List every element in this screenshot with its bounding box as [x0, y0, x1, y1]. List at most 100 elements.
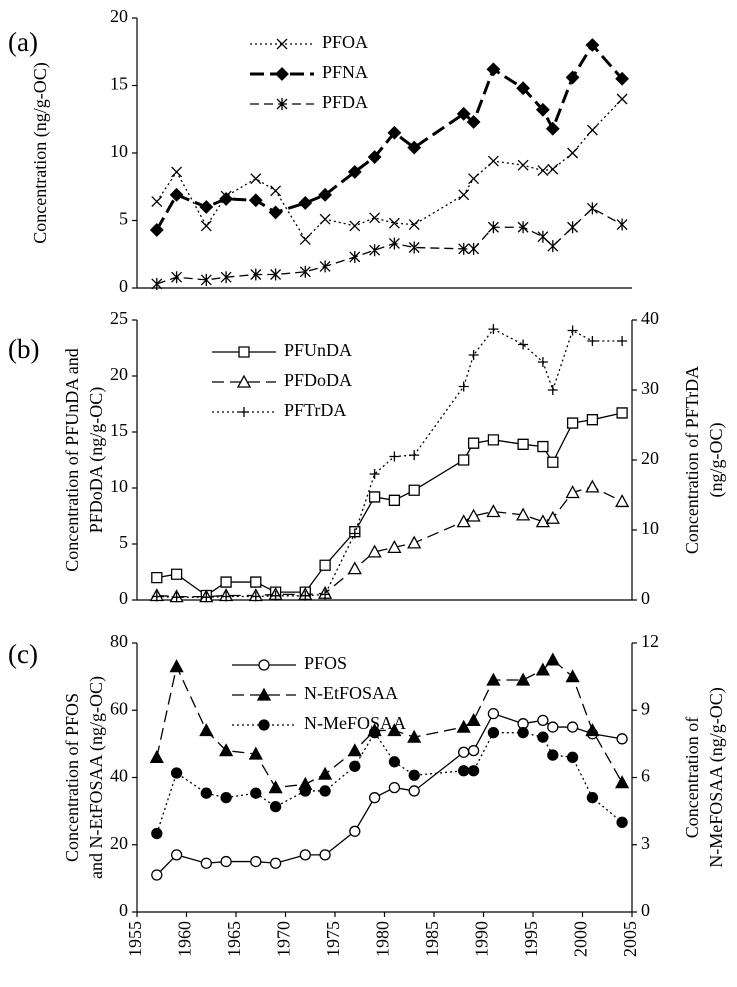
marker: [270, 268, 282, 281]
marker: [486, 672, 501, 686]
y-tick-label: 10: [110, 141, 128, 161]
marker: [458, 381, 469, 392]
marker: [537, 357, 548, 367]
panel-label: (a): [8, 27, 38, 57]
marker: [221, 591, 232, 602]
y-tick-label: 0: [119, 276, 128, 296]
legend-label: PFOS: [304, 653, 347, 673]
marker: [368, 792, 381, 804]
y2-tick-label: 6: [641, 766, 650, 786]
marker: [368, 727, 381, 739]
x-tick-label: 1965: [224, 921, 244, 957]
marker: [585, 479, 600, 493]
x-tick-label: 2000: [571, 921, 591, 957]
y-axis-label: Concentration (ng/g-OC): [30, 62, 51, 243]
legend-marker: [258, 659, 270, 671]
marker: [467, 765, 480, 777]
marker: [566, 721, 579, 733]
y2-axis-label: N-MeFOSAA (ng/g-OC): [706, 687, 727, 868]
marker: [407, 535, 422, 549]
marker: [518, 339, 529, 350]
y-tick-label: 0: [119, 900, 128, 920]
y2-tick-label: 20: [641, 448, 659, 468]
marker: [169, 187, 184, 202]
marker: [319, 260, 331, 273]
marker: [169, 659, 184, 673]
marker: [387, 723, 402, 737]
marker: [319, 785, 331, 797]
marker: [250, 787, 262, 799]
y2-axis-label: (ng/g-OC): [706, 423, 727, 498]
marker: [369, 469, 380, 479]
x-tick-label: 1975: [323, 921, 343, 957]
legend-marker: [238, 346, 250, 358]
marker: [270, 185, 282, 197]
marker: [299, 233, 311, 245]
x-tick-label: 1960: [175, 921, 195, 957]
x-tick-label: 1995: [521, 921, 541, 957]
marker: [586, 414, 599, 426]
marker: [200, 787, 212, 799]
y-axis-label: and N-EtFOSAA (ng/g-OC): [86, 676, 107, 879]
marker: [407, 729, 422, 743]
marker: [486, 504, 501, 518]
marker: [171, 592, 182, 603]
marker: [318, 766, 333, 780]
y-tick-label: 5: [119, 532, 128, 552]
legend-marker: [256, 687, 272, 701]
marker: [408, 484, 420, 496]
marker: [458, 242, 470, 255]
y-tick-label: 0: [119, 588, 128, 608]
marker: [250, 576, 262, 588]
marker: [408, 785, 420, 797]
marker: [199, 723, 214, 737]
marker: [250, 268, 262, 281]
marker: [486, 62, 501, 77]
marker: [170, 568, 183, 580]
marker: [537, 440, 549, 453]
x-tick-label: 1970: [274, 921, 294, 957]
marker: [299, 265, 311, 278]
y-tick-label: 60: [110, 698, 128, 718]
marker: [616, 218, 628, 231]
y-tick-label: 10: [110, 476, 128, 496]
marker: [547, 163, 559, 175]
marker: [547, 385, 558, 395]
marker: [615, 71, 630, 86]
marker: [567, 147, 579, 159]
y-tick-label: 15: [110, 420, 128, 440]
marker: [535, 514, 550, 528]
marker: [616, 407, 628, 419]
marker: [349, 220, 361, 232]
marker: [458, 189, 470, 201]
marker: [615, 494, 630, 508]
y2-tick-label: 9: [641, 698, 650, 718]
marker: [220, 576, 232, 588]
marker: [299, 785, 311, 797]
marker: [347, 561, 362, 575]
marker: [466, 508, 481, 522]
legend-marker: [275, 67, 289, 81]
marker: [349, 528, 360, 539]
marker: [200, 220, 212, 232]
marker: [468, 350, 479, 360]
panel-label: (c): [8, 639, 38, 669]
marker: [320, 589, 331, 600]
y-axis-label: PFDoDA (ng/g-OC): [86, 387, 107, 534]
marker: [151, 591, 162, 602]
legend-marker: [236, 374, 252, 388]
marker: [517, 438, 529, 450]
y-axis-label: Concentration of PFOS: [62, 693, 82, 862]
y-tick-label: 20: [110, 833, 128, 853]
marker: [248, 193, 263, 208]
marker: [149, 223, 164, 237]
y-tick-label: 15: [110, 74, 128, 94]
marker: [565, 669, 580, 683]
panel-label: (b): [8, 334, 39, 364]
marker: [219, 743, 234, 757]
marker: [369, 244, 381, 257]
marker: [388, 494, 401, 506]
marker: [407, 140, 422, 155]
marker: [388, 756, 401, 768]
y2-tick-label: 3: [641, 833, 650, 853]
